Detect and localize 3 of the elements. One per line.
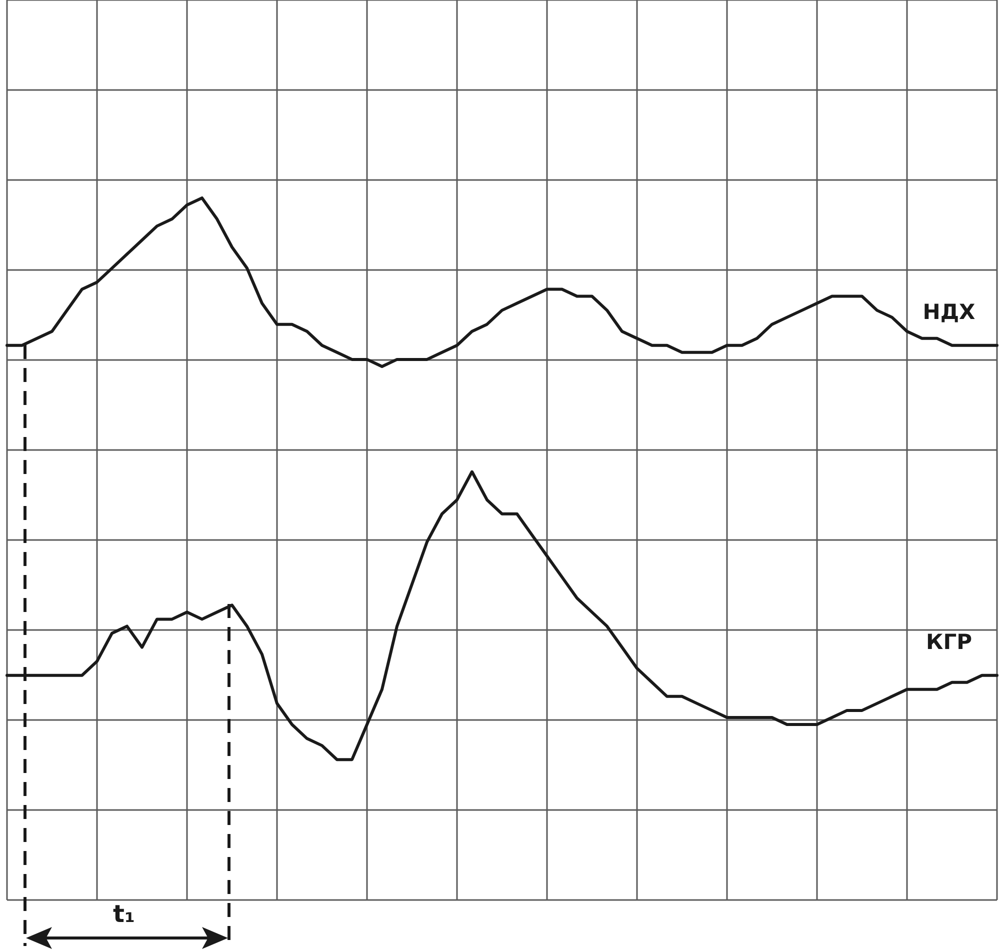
series-label: КГР xyxy=(926,630,972,654)
annotation: t₁ xyxy=(113,900,135,928)
series-label: НДХ xyxy=(922,300,976,324)
